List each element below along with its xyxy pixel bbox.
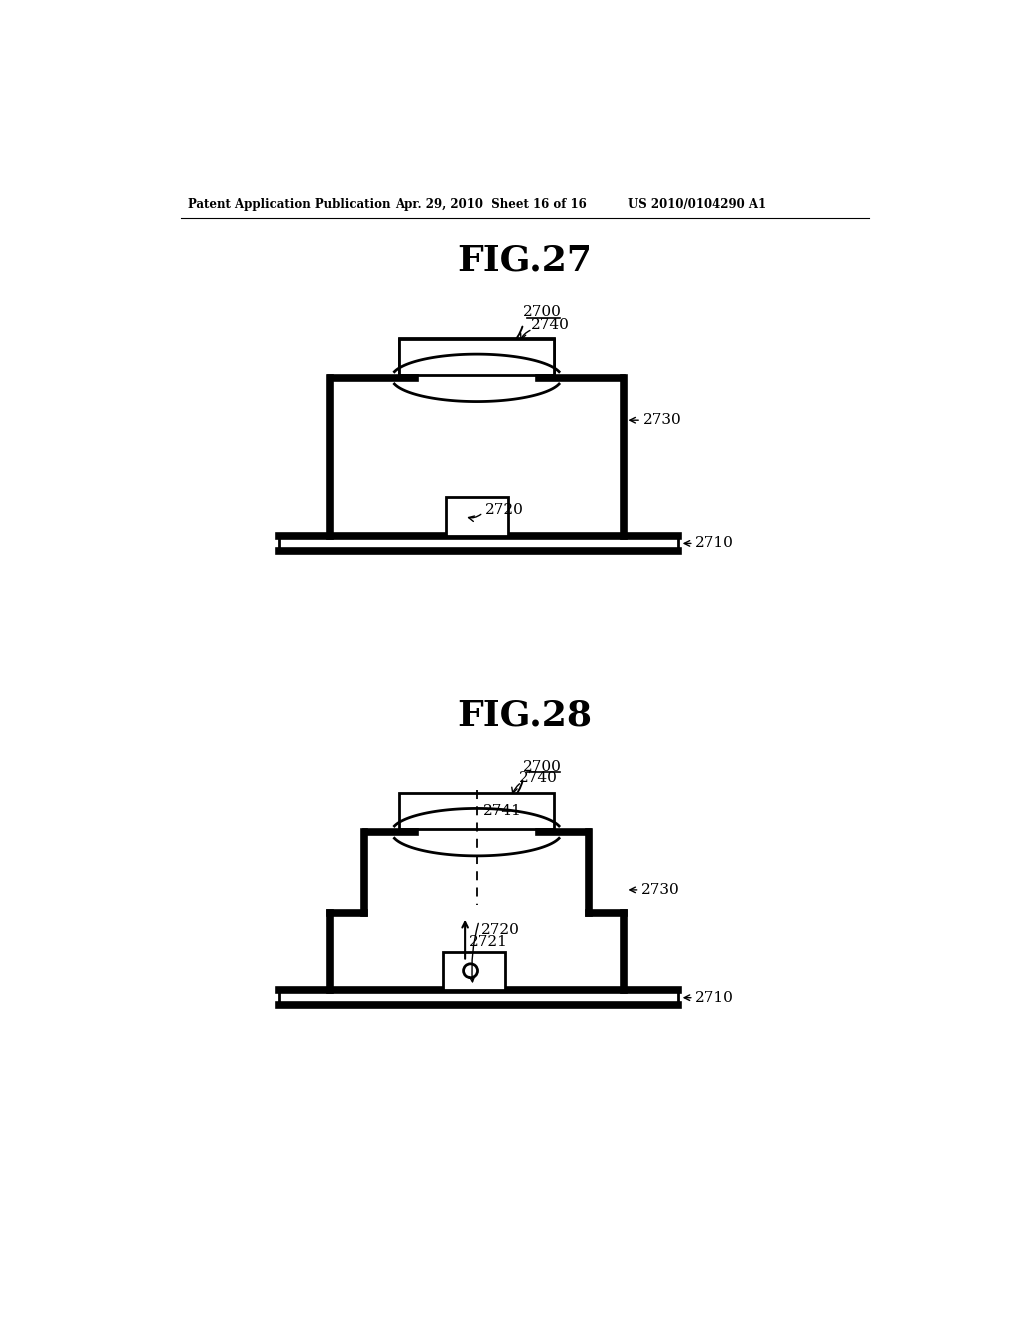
- Text: 2700: 2700: [523, 305, 562, 319]
- Text: Patent Application Publication: Patent Application Publication: [188, 198, 391, 211]
- Text: 2710: 2710: [695, 991, 734, 1005]
- Text: 2741: 2741: [483, 804, 522, 817]
- Text: FIG.28: FIG.28: [458, 698, 592, 733]
- Text: 2730: 2730: [641, 883, 680, 896]
- Text: Apr. 29, 2010  Sheet 16 of 16: Apr. 29, 2010 Sheet 16 of 16: [395, 198, 587, 211]
- Text: 2720: 2720: [480, 923, 519, 937]
- Text: 2740: 2740: [519, 771, 558, 785]
- Text: 2730: 2730: [643, 413, 681, 428]
- Text: 2710: 2710: [695, 536, 734, 550]
- Bar: [280, 990, 678, 1006]
- Bar: [445, 498, 508, 536]
- Text: US 2010/0104290 A1: US 2010/0104290 A1: [628, 198, 766, 211]
- Bar: [442, 952, 505, 990]
- Text: FIG.27: FIG.27: [458, 244, 592, 277]
- FancyBboxPatch shape: [399, 793, 554, 829]
- Text: 2721: 2721: [469, 936, 508, 949]
- FancyBboxPatch shape: [399, 339, 554, 375]
- Bar: [399, 338, 554, 374]
- Bar: [280, 536, 678, 552]
- Text: 2740: 2740: [531, 318, 570, 333]
- Text: 2700: 2700: [523, 760, 562, 774]
- Text: 2720: 2720: [484, 503, 523, 517]
